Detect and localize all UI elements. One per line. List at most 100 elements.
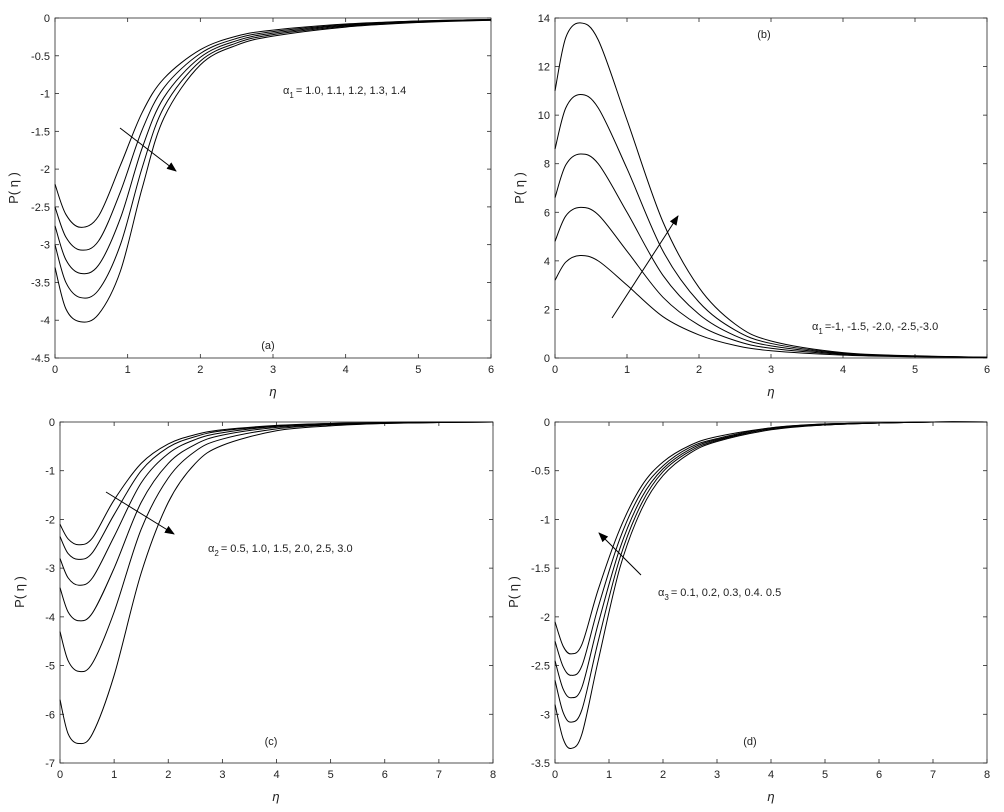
panel-d-xtick-label: 6 <box>876 769 882 781</box>
panel-a: 0 1 2 3 4 5 6 0 -0.5 -1 -1.5 -2 -2.5 -3 -3.5 -4 -4.5 η P( … <box>6 13 494 399</box>
panel-c-annotation: α2 = 0.5, 1.0, 1.5, 2.0, 2.5, 3.0 <box>208 543 353 558</box>
panel-a-series-line-5 <box>54 19 492 323</box>
panel-d-series-line-5 <box>554 421 988 655</box>
panel-d-direction-arrow <box>598 532 642 576</box>
panel-b-ytick-label: 12 <box>538 62 550 74</box>
panel-b-ytick-label: 14 <box>538 13 550 25</box>
panel-a-series-line-1 <box>54 19 492 228</box>
panel-c-annotation-subscript: 2 <box>214 549 219 558</box>
panel-a-xtick-label: 3 <box>270 364 276 376</box>
panel-a-ytick-label: -3 <box>40 240 50 252</box>
panel-b-yaxis-label: P( η ) <box>512 172 527 204</box>
panel-c-yaxis-label: P( η ) <box>12 576 27 608</box>
panel-b-tag: (b) <box>757 29 770 41</box>
panel-b-ytick-label: 4 <box>544 256 550 268</box>
panel-a-xtick-label: 0 <box>52 364 58 376</box>
panel-d-ytick-label: -2 <box>540 612 550 624</box>
panel-c-ytick-label: -1 <box>45 466 55 478</box>
panel-c-direction-arrow <box>105 491 175 535</box>
panel-b-series-line-1 <box>554 254 988 359</box>
panel-b-ytick-label: 8 <box>544 159 550 171</box>
panel-b-xtick-label: 1 <box>624 364 630 376</box>
panel-b-series-line-2 <box>554 206 988 359</box>
panel-a-series-line-3 <box>54 19 492 275</box>
panel-b-annotation-subscript: 1 <box>818 327 823 336</box>
panel-c-plot: 0 1 2 3 4 5 6 7 8 0 -1 -2 -3 -4 -5 -6 -7 η P( η ) <box>12 417 496 804</box>
panel-d-ytick-label: -3.5 <box>531 758 550 770</box>
panel-d-tag: (d) <box>743 736 756 748</box>
panel-c-xtick-label: 5 <box>328 769 334 781</box>
panel-c-axes-frame <box>59 421 494 764</box>
panel-a-annotation-symbol: α <box>283 85 290 97</box>
panel-d-ytick-label: -0.5 <box>531 466 550 478</box>
panel-a-ytick-label: -2 <box>40 164 50 176</box>
panel-a-series-line-4 <box>54 19 492 299</box>
panel-c: 0 1 2 3 4 5 6 7 80-1-2-3-4-5-6-7ηP( η ) (c) α2 = … <box>12 417 496 804</box>
panel-b-ytick-label: 6 <box>544 207 550 219</box>
panel-b-xtick-label: 4 <box>840 364 846 376</box>
panel-a-ytick-label: -3.5 <box>31 277 50 289</box>
panel-b-annotation: α1 =-1, -1.5, -2.0, -2.5,-3.0 <box>812 321 938 336</box>
panel-a-ytick-label: 0 <box>44 13 50 25</box>
panel-b-xaxis-label: η <box>767 384 774 399</box>
panel-d-ytick-label: -1 <box>540 514 550 526</box>
panel-a-annotation: α1 = 1.0, 1.1, 1.2, 1.3, 1.4 <box>283 85 406 100</box>
panel-b-direction-arrow <box>611 215 679 319</box>
panel-c-ytick-label: -6 <box>45 709 55 721</box>
panel-b-ytick-label: 0 <box>544 353 550 365</box>
panel-d-xtick-label: 3 <box>714 769 720 781</box>
panel-a-ytick-label: -4.5 <box>31 353 50 365</box>
panel-a-xtick-label: 2 <box>197 364 203 376</box>
panel-b-axes-frame <box>554 17 988 359</box>
panel-d-xtick-label: 0 <box>552 769 558 781</box>
panel-a-direction-arrow <box>119 127 177 172</box>
panel-a-tag: (a) <box>261 340 274 352</box>
panel-c-xaxis-label: η <box>272 789 279 804</box>
panel-c-series-line-2 <box>59 421 494 560</box>
panel-d-xtick-label: 8 <box>984 769 990 781</box>
panel-c-ytick-label: -3 <box>45 563 55 575</box>
panel-c-xtick-label: 0 <box>57 769 63 781</box>
panel-c-ytick-label: -7 <box>45 758 55 770</box>
panel-d-annotation-symbol: α <box>658 587 665 599</box>
panel-d-ytick-label: -1.5 <box>531 563 550 575</box>
panel-b-annotation-values: =-1, -1.5, -2.0, -2.5,-3.0 <box>825 321 938 333</box>
panel-b-xtick-label: 2 <box>696 364 702 376</box>
panel-b-series-line-5 <box>554 22 988 358</box>
panel-d: 0 1 2 3 4 5 6 7 80-0.5-1-1.5-2-2.5-3-3.5ηP( η ) … <box>506 417 990 804</box>
panel-c-xtick-label: 7 <box>436 769 442 781</box>
panel-a-yaxis-label: P( η ) <box>6 172 21 204</box>
panel-b-xtick-label: 3 <box>768 364 774 376</box>
panel-c-ytick-label: -2 <box>45 514 55 526</box>
panel-c-series-line-1 <box>59 421 494 546</box>
panel-d-xaxis-label: η <box>767 789 774 804</box>
panel-a-xtick-label: 6 <box>488 364 494 376</box>
panel-d-annotation-values: = 0.1, 0.2, 0.3, 0.4. 0.5 <box>671 587 781 599</box>
panel-b-annotation-symbol: α <box>812 321 819 333</box>
panel-a-ytick-label: -2.5 <box>31 202 50 214</box>
panel-a-ytick-label: -0.5 <box>31 51 50 63</box>
panel-a-annotation-subscript: 1 <box>289 91 294 100</box>
panel-a-axes-frame <box>54 17 492 359</box>
panel-d-xtick-label: 2 <box>660 769 666 781</box>
panel-a-series-line-2 <box>54 19 492 251</box>
panel-c-ytick-label: -5 <box>45 661 55 673</box>
panel-d-ytick-label: 0 <box>544 417 550 429</box>
panel-c-ytick-label: 0 <box>49 417 55 429</box>
panel-c-xtick-label: 4 <box>273 769 279 781</box>
panel-b-xtick-label: 6 <box>984 364 990 376</box>
panel-a-ytick-label: -1 <box>40 89 50 101</box>
panel-c-series-line-4 <box>59 421 494 622</box>
panel-b-series-line-4 <box>554 93 988 358</box>
panel-c-xtick-label: 8 <box>490 769 496 781</box>
panel-a-xtick-label: 5 <box>415 364 421 376</box>
panel-d-ytick-label: -2.5 <box>531 661 550 673</box>
panel-c-xtick-label: 2 <box>165 769 171 781</box>
panel-d-annotation: α3 = 0.1, 0.2, 0.3, 0.4. 0.5 <box>658 587 781 602</box>
panel-d-series-line-2 <box>554 421 988 723</box>
panel-b-xtick-label: 5 <box>912 364 918 376</box>
panel-c-xtick-label: 3 <box>219 769 225 781</box>
